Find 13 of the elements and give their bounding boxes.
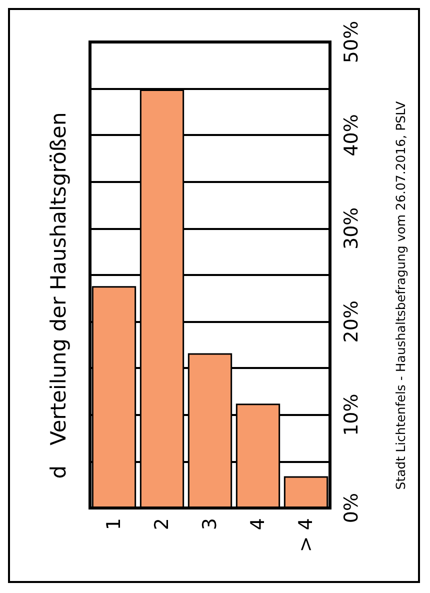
- x-tick-label: 1: [103, 518, 125, 530]
- y-tick-label: 10%: [340, 394, 362, 436]
- x-tick-label: > 4: [295, 518, 317, 552]
- y-tick-label: 50%: [340, 20, 362, 64]
- y-tick-label: 20%: [340, 300, 362, 343]
- text: d Verteilung der Haushaltsgrößen: [46, 112, 70, 479]
- y-tick-label: 40%: [340, 114, 362, 156]
- x-tick-label: 4: [247, 518, 269, 530]
- y-tick-label: 30%: [340, 207, 362, 250]
- x-tick-label: 2: [151, 518, 173, 530]
- x-tick-label: 3: [199, 518, 221, 530]
- y-tick-label: 0%: [340, 492, 362, 524]
- text: Stadt Lichtenfels - Haushaltsbefragung vom 26.07.2016, PSLV: [393, 100, 408, 490]
